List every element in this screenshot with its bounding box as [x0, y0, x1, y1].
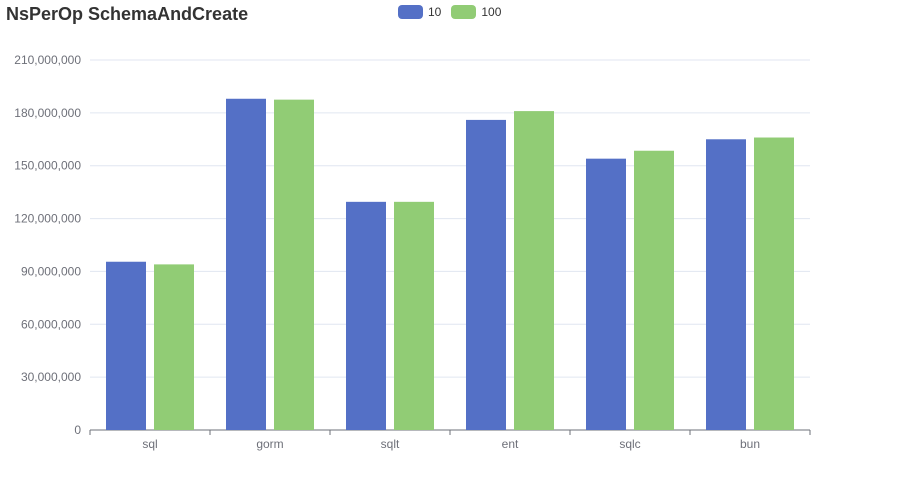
x-tick-label: bun	[740, 437, 760, 451]
bar-10-sql	[106, 261, 146, 430]
bar-100-ent	[514, 111, 554, 430]
legend-swatch-series-1	[398, 5, 423, 19]
x-tick-label: ent	[502, 437, 519, 451]
legend: 10 100	[398, 5, 511, 19]
y-tick-label: 150,000,000	[14, 159, 81, 173]
bar-10-ent	[466, 119, 506, 431]
y-tick-label: 90,000,000	[21, 264, 81, 278]
bar-100-sql	[154, 264, 194, 430]
y-tick-label: 210,000,000	[14, 53, 81, 67]
x-tick-label: sqlc	[619, 437, 640, 451]
legend-label-series-2: 100	[481, 5, 502, 19]
chart-title: NsPerOp SchemaAndCreate	[6, 4, 249, 24]
legend-item-series-1[interactable]: 10	[398, 5, 441, 19]
y-tick-label: 30,000,000	[21, 370, 81, 384]
y-tick-label: 120,000,000	[14, 212, 81, 226]
y-tick-label: 0	[74, 423, 81, 437]
bar-100-gorm	[274, 99, 314, 431]
legend-item-series-2[interactable]: 100	[451, 5, 501, 19]
bar-100-sqlt	[394, 201, 434, 430]
x-tick-label: gorm	[256, 437, 283, 451]
x-tick-label: sqlt	[381, 437, 400, 451]
legend-swatch-series-2	[451, 5, 477, 19]
bar-10-bun	[706, 139, 746, 431]
bar-100-sqlc	[634, 150, 674, 430]
bar-10-sqlt	[346, 201, 386, 430]
y-tick-label: 60,000,000	[21, 317, 81, 331]
x-tick-label: sql	[142, 437, 157, 451]
legend-label-series-1: 10	[428, 5, 442, 19]
bar-10-gorm	[226, 98, 266, 430]
y-tick-label: 180,000,000	[14, 106, 81, 120]
bar-100-bun	[754, 137, 794, 430]
bar-10-sqlc	[586, 158, 626, 430]
